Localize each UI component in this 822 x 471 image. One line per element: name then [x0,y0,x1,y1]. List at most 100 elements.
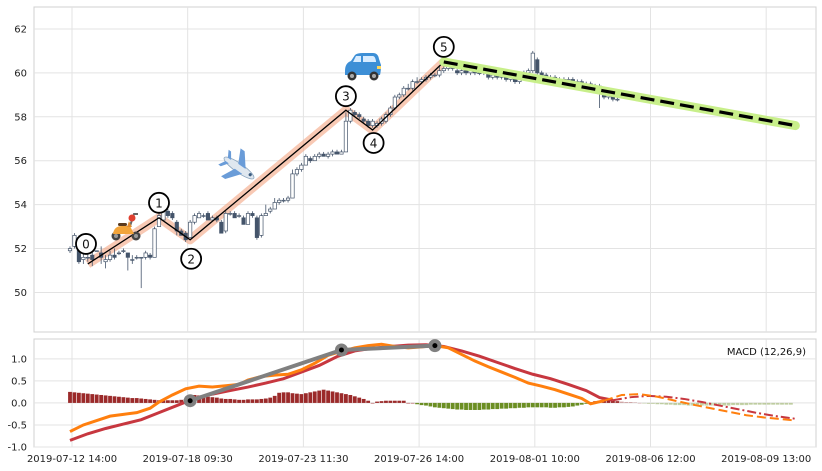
wave-label-text: 4 [370,136,378,150]
price-y-tick-label: 54 [14,200,27,211]
macd-hist-bar [513,402,517,409]
macd-hist-bar [375,401,379,403]
macd-hist-bar [326,390,330,403]
macd-hist-bar [384,400,388,403]
candle-body [250,213,255,216]
macd-hist-bar [344,394,348,403]
candle-body [615,98,620,101]
candle [299,162,304,172]
macd-hist-bar [339,393,344,403]
wave-lines [87,61,445,265]
candle-body [459,70,464,74]
macd-hist-bar [468,402,473,410]
candle [103,255,108,269]
candle-body [232,213,237,219]
macd-hist-bar [228,398,233,403]
macd-hist-bar [295,393,299,403]
candle [535,57,540,76]
candle-body [539,72,544,76]
candle [121,248,126,253]
macd-hist-bar [486,402,491,410]
macd-hist-bar [370,402,375,404]
candle [156,211,162,227]
candle [139,256,144,289]
candle-body [201,215,206,217]
candle-body [254,217,259,238]
price-y-tick-label: 56 [14,156,27,167]
macd-hist-proj-bar [775,402,780,405]
candle [303,154,308,166]
macd-hist-proj-bar [633,402,638,403]
candle [530,50,535,73]
candle-body [112,254,117,258]
candle-body [245,213,251,225]
candle [245,211,251,225]
wave-label-circle [180,247,203,270]
macd-hist-bar [103,395,108,403]
candle-body [156,215,162,227]
macd-hist-bar [299,394,304,403]
wave-label-text: 0 [82,237,90,251]
candle [415,77,420,84]
macd-legend: MACD (12,26,9) [727,347,806,358]
candle [210,215,215,221]
macd-hist-bar [290,393,295,403]
trend-point-inner [432,343,438,349]
macd-hist-bar [499,402,504,409]
candle [170,211,175,221]
candle-body [94,250,99,252]
macd-hist-bar [446,402,451,409]
candle-body [317,153,322,157]
macd-hist-bar [241,399,246,403]
macd-hist-proj-bar [628,402,633,403]
wave-label-2: 2 [180,247,203,270]
macd-hist-proj-bar [637,402,642,404]
candle [312,154,317,162]
candle-body [455,70,460,74]
macd-hist-bar [308,392,313,403]
candle [152,226,157,258]
candle [81,252,86,264]
candle [277,198,282,205]
candle-body [205,213,211,221]
macd-hist-bar [148,399,152,403]
macd-hist-bar [441,402,446,409]
macd-hist-bar [553,402,557,408]
candle-body [326,153,331,157]
car-icon [345,53,381,81]
candle-body [272,202,277,210]
candle [361,116,366,124]
macd-hist-proj-bar [642,402,646,404]
signal-projection-line [612,394,796,420]
candle-body [81,256,86,260]
candle-body [357,114,362,118]
macd-hist-bar [406,402,411,404]
macd-hist-bar [108,395,112,403]
macd-hist-bar [361,398,366,403]
candle-body [299,164,304,170]
macd-hist-bar [508,402,513,409]
macd-hist-bar [415,402,419,405]
trend-point [183,394,197,408]
macd-hist-bar [317,390,322,403]
wave-label-circle [432,35,455,58]
wave-label-text: 1 [155,196,163,210]
candle [286,195,291,203]
macd-hist-bar [134,398,139,403]
candle [294,167,300,177]
candle-body [321,153,326,157]
macd-hist-bar [544,402,549,408]
candle [437,66,442,78]
candle-body [308,158,313,162]
candle [205,211,211,221]
candle [219,220,224,234]
candle [343,112,348,153]
macd-hist-bar [397,400,402,403]
candle-body [303,155,308,166]
macd-hist-bar [170,400,175,403]
macd-hist-bar [303,393,308,403]
candle [321,151,326,157]
macd-hist-bar [223,398,228,403]
macd-hist-proj-bar [771,402,775,405]
